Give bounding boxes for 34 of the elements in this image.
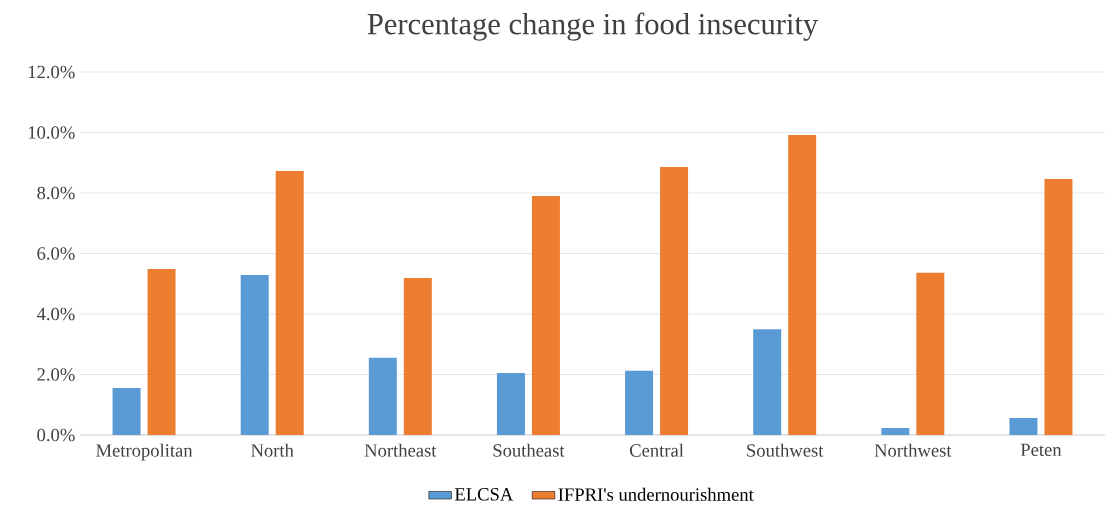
x-tick-label: Peten — [1020, 443, 1062, 457]
y-tick-label: 8.0% — [37, 186, 75, 200]
y-tick-label: 4.0% — [36, 307, 75, 321]
legend-label: IFPRI's undernourishment — [558, 487, 754, 501]
x-tick-label: Northwest — [874, 443, 952, 457]
x-tick-label: North — [251, 443, 294, 457]
y-tick-label: 10.0% — [28, 126, 75, 139]
bar — [753, 329, 782, 435]
y-tick-label: 6.0% — [37, 247, 75, 260]
bar — [147, 268, 176, 435]
y-tick-label: 12.0% — [28, 65, 75, 79]
bar — [916, 272, 945, 435]
bar — [625, 370, 654, 435]
bar — [660, 166, 689, 435]
x-tick-label: Southeast — [493, 443, 565, 457]
bar — [403, 278, 432, 435]
x-tick-label: Central — [629, 443, 684, 457]
bar — [788, 134, 817, 435]
x-tick-label: Northeast — [364, 443, 437, 457]
legend-label: ELCSA — [454, 488, 514, 501]
y-tick-label: 0.0% — [37, 428, 75, 442]
bar — [368, 357, 397, 435]
bar — [1009, 418, 1038, 435]
bar — [112, 388, 141, 435]
bar — [275, 170, 304, 435]
y-tick-label: 2.0% — [37, 368, 75, 381]
x-tick-label: Metropolitan — [96, 443, 193, 461]
bar — [496, 372, 525, 435]
bar — [881, 428, 910, 435]
bar — [1044, 179, 1073, 435]
bar — [531, 196, 560, 435]
x-tick-label: Southwest — [747, 443, 824, 457]
chart-title: Percentage change in food insecurity — [367, 12, 819, 41]
bar — [240, 274, 269, 435]
